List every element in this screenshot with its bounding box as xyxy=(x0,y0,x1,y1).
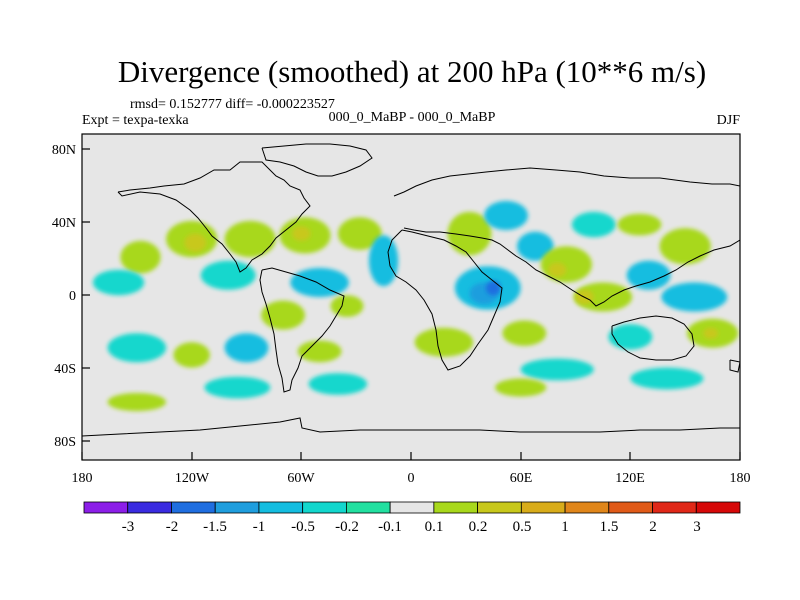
colorbar-box xyxy=(477,501,522,514)
x-tick-marks xyxy=(81,452,741,460)
x-tick-label-60e: 60E xyxy=(510,471,533,486)
x-tick-label-120e: 120E xyxy=(615,471,645,486)
field-blob xyxy=(484,201,528,230)
colorbar-box xyxy=(389,501,435,514)
colorbar-label: -1 xyxy=(253,519,266,535)
y-tick-label-80s: 80S xyxy=(54,435,76,450)
y-tick-label-0: 0 xyxy=(69,289,76,304)
colorbar-box xyxy=(652,501,697,514)
colorbar-label: -0.2 xyxy=(335,519,359,535)
field-blob xyxy=(184,233,207,252)
y-tick-label-80n: 80N xyxy=(52,143,76,158)
field-blob xyxy=(548,262,567,278)
colorbar-label: 1.5 xyxy=(600,519,619,535)
colorbar-box xyxy=(564,501,610,514)
field-blob xyxy=(261,300,305,330)
colorbar-label: -0.5 xyxy=(291,519,315,535)
colorbar-label: -1.5 xyxy=(203,519,227,535)
colorbar-label: 1 xyxy=(561,519,569,535)
field-blob xyxy=(173,342,210,368)
colorbar-box xyxy=(345,501,391,514)
field-blob xyxy=(540,246,592,283)
colorbar-label: 0.1 xyxy=(425,519,444,535)
colorbar-label: 3 xyxy=(693,519,701,535)
field-blob xyxy=(368,235,399,287)
field-blob xyxy=(485,280,501,296)
colorbar-box xyxy=(608,501,653,514)
field-blob xyxy=(502,320,547,346)
field-blob xyxy=(659,228,711,265)
field-blob xyxy=(107,392,167,412)
field-blob xyxy=(617,213,662,236)
field-blob xyxy=(517,231,554,261)
colorbar-box xyxy=(83,501,129,514)
field-blob xyxy=(630,367,704,390)
colorbar-box xyxy=(302,501,347,514)
field-blob xyxy=(608,324,653,350)
chart-title: Divergence (smoothed) at 200 hPa (10**6 … xyxy=(118,54,706,89)
field-blob xyxy=(308,373,368,395)
coast-south-america xyxy=(259,267,345,393)
coastlines xyxy=(82,143,740,437)
field-blob xyxy=(703,327,719,339)
field-blob xyxy=(107,333,167,363)
field-blob xyxy=(120,240,161,274)
field-blob xyxy=(224,220,276,258)
field-blob xyxy=(297,340,342,363)
coast-europe-asia xyxy=(393,167,740,197)
field-blob xyxy=(520,358,594,381)
coast-greenland xyxy=(261,143,373,177)
colorbar-label: -0.1 xyxy=(378,519,402,535)
stats-line: rmsd= 0.152777 diff= -0.000223527 xyxy=(130,97,335,112)
field-blob xyxy=(292,226,311,241)
colorbar-label: 0.2 xyxy=(469,519,488,535)
x-tick-label-180w: 180 xyxy=(72,471,93,486)
y-tick-label-40s: 40S xyxy=(54,362,76,377)
field-blob xyxy=(626,260,671,290)
plot-background xyxy=(82,134,740,460)
field-blob xyxy=(290,268,349,297)
colorbar-box xyxy=(127,501,172,514)
colorbar-box xyxy=(433,501,479,514)
y-tick-marks xyxy=(82,148,90,442)
colorbar-label: -2 xyxy=(166,519,179,535)
field-blob xyxy=(573,282,633,312)
coast-asia-south xyxy=(403,227,740,307)
colorbar-box xyxy=(520,501,566,514)
center-label: 000_0_MaBP - 000_0_MaBP xyxy=(329,110,496,125)
x-tick-label-60w: 60W xyxy=(287,471,315,486)
coast-new-zealand xyxy=(729,359,740,373)
colorbar xyxy=(83,501,741,514)
coast-australia xyxy=(611,315,695,361)
colorbar-label: 2 xyxy=(649,519,657,535)
field-blob xyxy=(330,295,364,317)
field-blob xyxy=(447,211,492,256)
field-blobs xyxy=(92,201,739,412)
field-blob xyxy=(571,211,616,238)
coast-africa xyxy=(387,229,503,371)
field-blob xyxy=(92,269,145,296)
field-blob xyxy=(337,217,382,250)
x-tick-label-180e: 180 xyxy=(730,471,751,486)
field-blob xyxy=(661,282,728,312)
field-blob xyxy=(204,376,271,399)
colorbar-label: -3 xyxy=(122,519,135,535)
colorbar-box xyxy=(695,501,741,514)
x-tick-label-0: 0 xyxy=(408,471,415,486)
x-tick-label-120w: 120W xyxy=(175,471,210,486)
colorbar-box xyxy=(171,501,216,514)
y-tick-label-40n: 40N xyxy=(52,216,76,231)
field-blob xyxy=(224,333,269,363)
coast-antarctica xyxy=(82,417,740,437)
coast-north-america xyxy=(117,161,311,273)
colorbar-label: 0.5 xyxy=(513,519,532,535)
colorbar-box xyxy=(258,501,304,514)
colorbar-box xyxy=(214,501,260,514)
field-blob xyxy=(495,378,547,397)
right-label: DJF xyxy=(717,113,741,128)
left-label: Expt = texpa-texka xyxy=(82,113,189,128)
field-blob xyxy=(200,260,256,290)
field-blob xyxy=(414,327,474,357)
